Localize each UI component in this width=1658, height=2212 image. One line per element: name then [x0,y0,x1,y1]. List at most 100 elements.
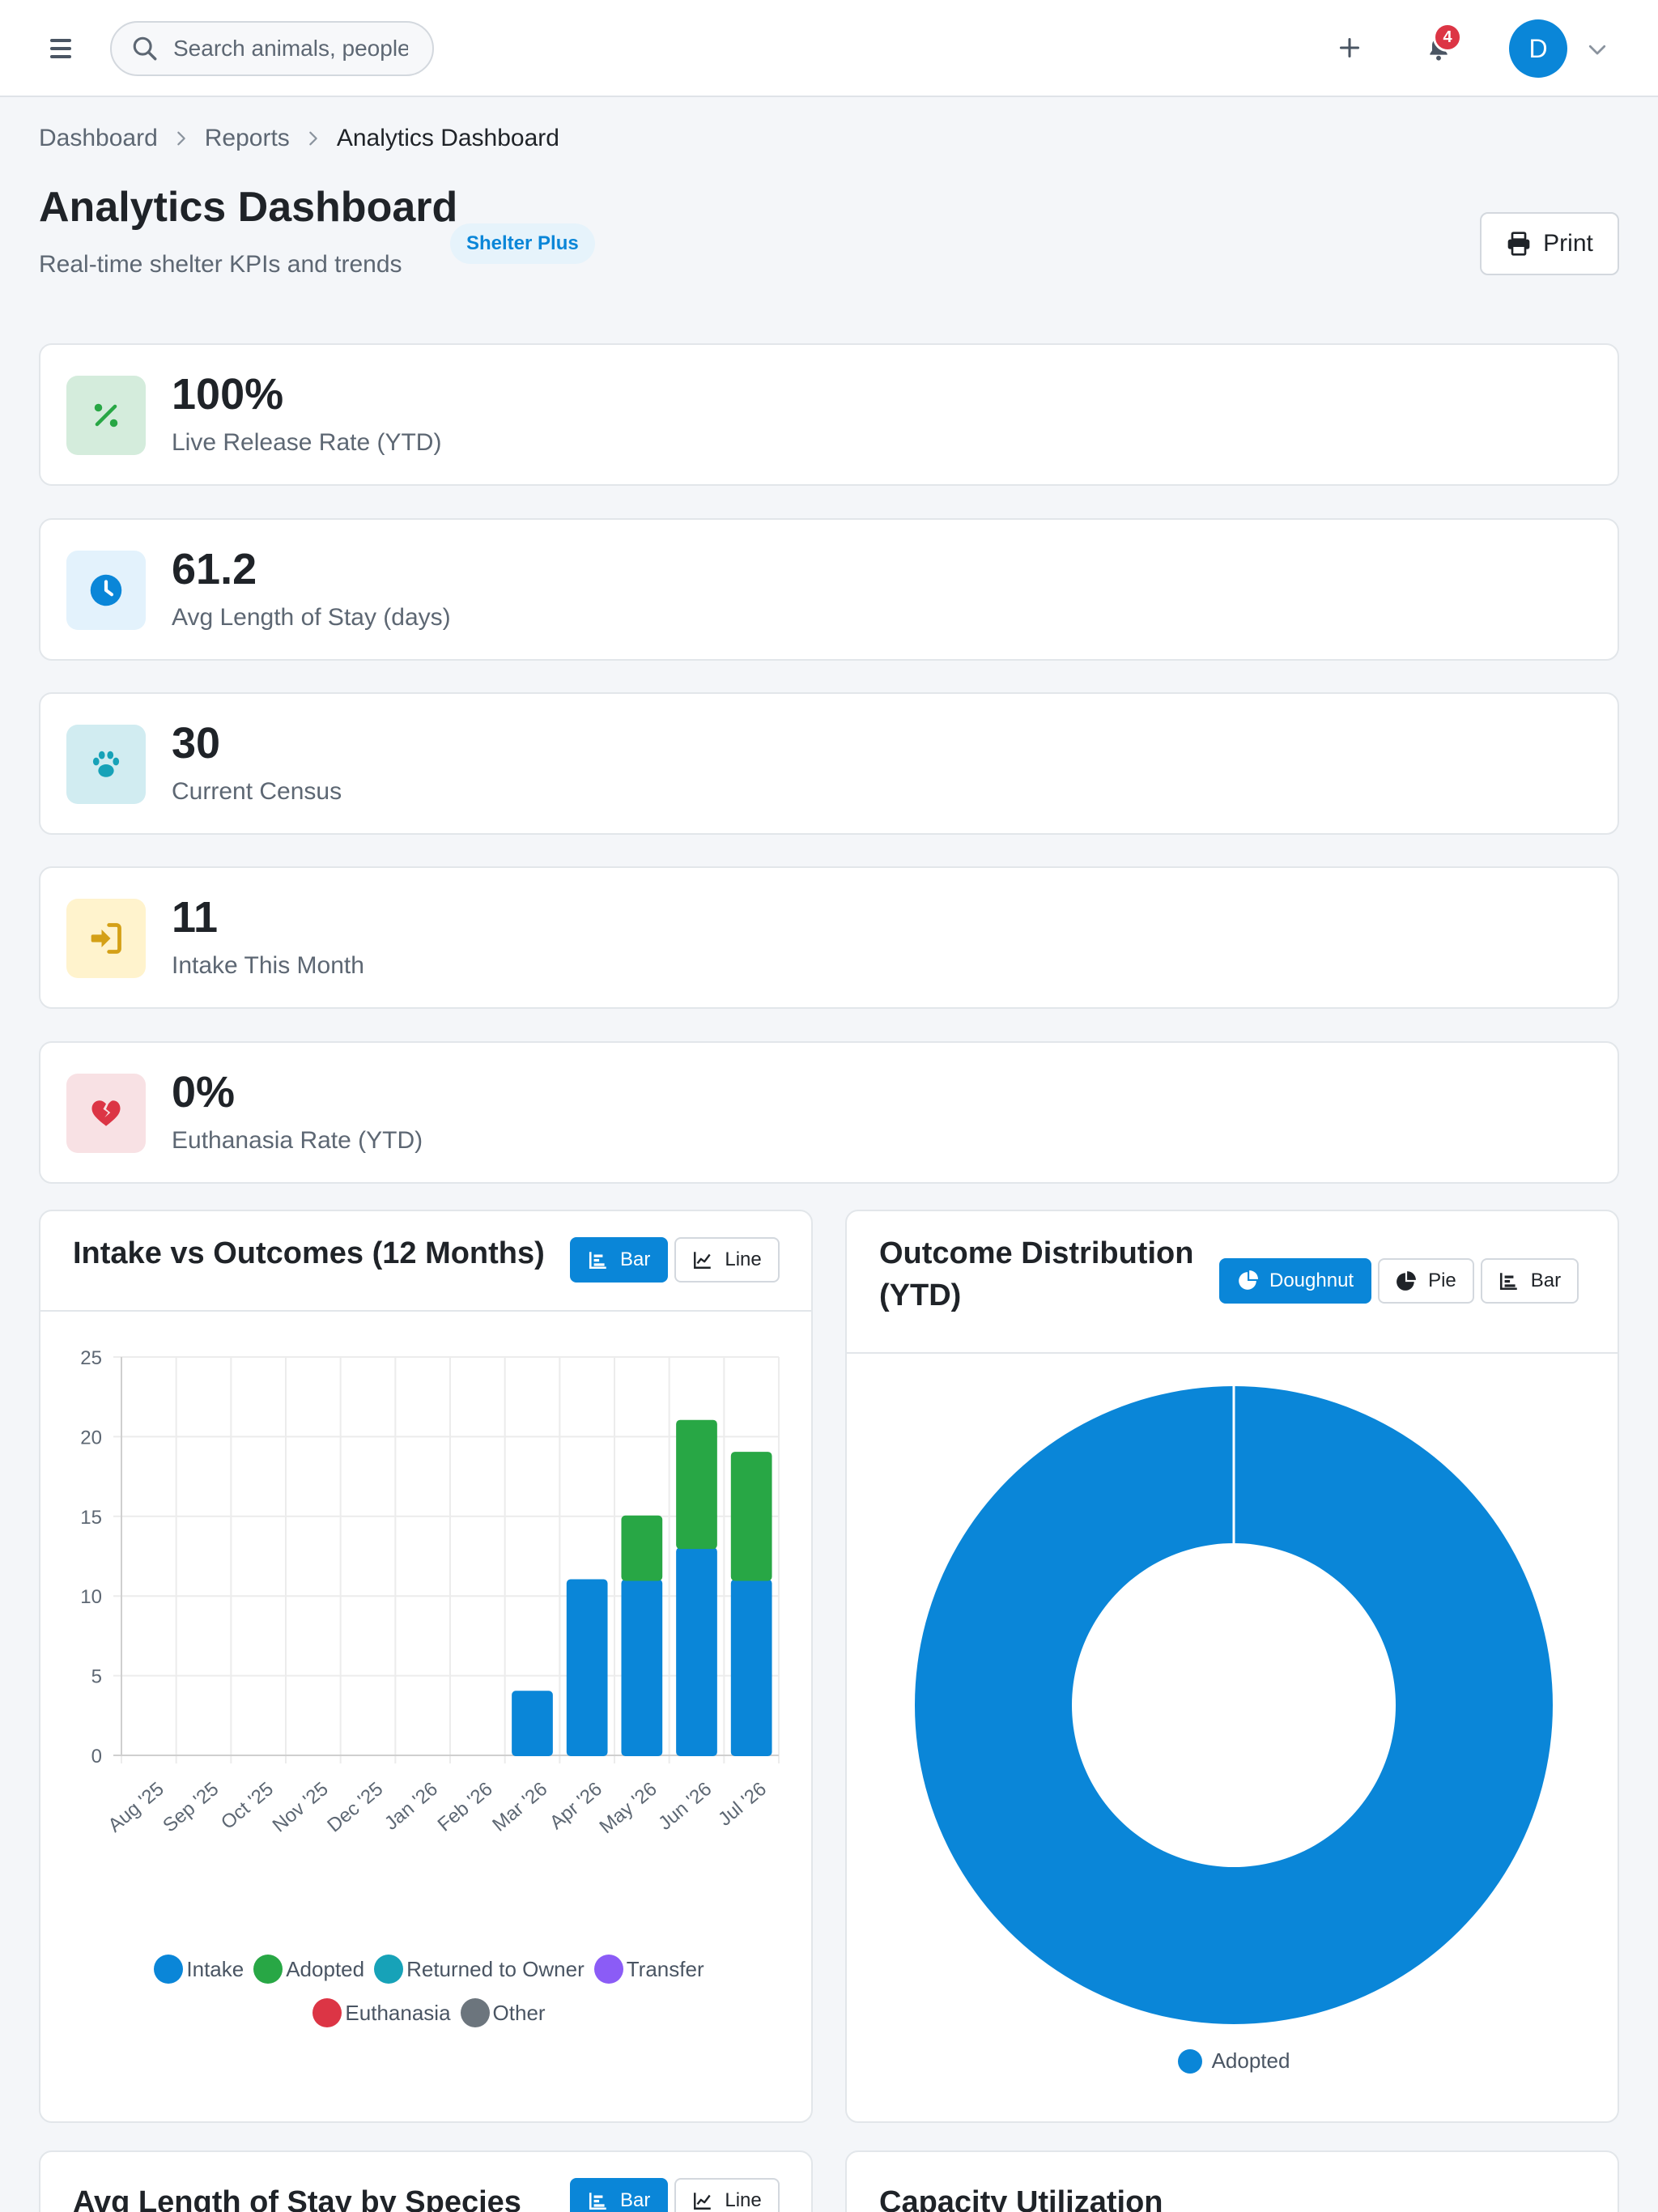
y-tick-label: 5 [91,1666,102,1688]
plan-badge: Shelter Plus [450,223,595,264]
legend-item[interactable]: Returned to Owner [374,1955,585,1984]
page-subtitle: Real-time shelter KPIs and trends [39,251,402,278]
bar-intake[interactable] [512,1691,553,1756]
chart-type-toggle: Doughnut Pie Bar [1219,1258,1579,1304]
pie-chart-icon [1397,1271,1417,1291]
legend-swatch [154,1955,184,1984]
slice-adopted[interactable] [914,1386,1553,2024]
bar-intake[interactable] [566,1579,608,1756]
card-title: Capacity Utilization [879,2185,1163,2212]
x-tick-label: Apr '26 [546,1778,606,1834]
bar-chart-icon [1499,1273,1517,1291]
kpi-value: 61.2 [172,545,257,593]
x-tick-label: Aug '25 [104,1778,168,1837]
capacity-utilization-card: Capacity Utilization [845,2150,1619,2212]
page-title: Analytics Dashboard [39,184,458,231]
x-tick-label: Sep '25 [159,1778,223,1837]
x-tick-label: Jul '26 [714,1778,771,1831]
kpi-label: Intake This Month [172,952,364,979]
x-tick-label: May '26 [596,1778,661,1838]
kpi-card-current-census: 30 Current Census [39,692,1619,835]
search-box[interactable] [110,21,434,76]
chart-legend: Intake Adopted Returned to Owner Transfer Eu… [89,1955,769,2042]
bar-chart-button[interactable]: Bar [570,2178,669,2212]
bar-adopted[interactable] [730,1452,772,1581]
bar-adopted[interactable] [621,1515,663,1581]
print-button[interactable]: Print [1480,212,1619,275]
kpi-value: 11 [172,893,219,942]
search-icon [133,36,157,61]
bar-chart-button[interactable]: Bar [570,1237,669,1283]
bar-chart-button[interactable]: Bar [1480,1258,1579,1304]
y-tick-label: 25 [80,1347,102,1369]
paw-icon [66,725,146,804]
top-bar: 4 D [0,0,1658,97]
line-button-label: Line [725,2189,762,2211]
x-tick-label: Mar '26 [488,1778,551,1836]
kpi-value: 0% [172,1068,236,1117]
doughnut-chart-button[interactable]: Doughnut [1219,1258,1372,1304]
legend-swatch [253,1955,283,1984]
card-divider [847,1352,1618,1354]
kpi-label: Euthanasia Rate (YTD) [172,1127,423,1154]
search-input[interactable] [173,36,408,62]
percent-icon [66,376,146,455]
kpi-card-avg-length-of-stay: 61.2 Avg Length of Stay (days) [39,518,1619,661]
legend-label: Other [492,2000,546,2025]
breadcrumb-dashboard[interactable]: Dashboard [39,125,158,151]
bar-chart-icon [589,1252,606,1270]
legend-swatch [593,1955,623,1984]
outcome-doughnut-chart [914,1386,1553,2024]
x-tick-label: Feb '26 [434,1778,497,1836]
pie-button-label: Pie [1428,1270,1456,1291]
kpi-card-euthanasia-rate: 0% Euthanasia Rate (YTD) [39,1041,1619,1184]
legend-label: Euthanasia [345,2000,451,2025]
legend-label: Transfer [626,1956,704,1981]
bar-chart-icon [589,2193,606,2210]
bar-button-label: Bar [1530,1270,1562,1291]
printer-icon [1507,232,1530,256]
line-button-label: Line [725,1249,762,1270]
legend-item[interactable]: Intake [154,1955,244,1984]
legend-item[interactable]: Other [460,1998,546,2027]
chart-type-toggle: Bar Line [570,2178,780,2212]
legend-label: Returned to Owner [406,1956,585,1981]
legend-label: Adopted [1211,2048,1290,2073]
doughnut-button-label: Doughnut [1269,1270,1354,1291]
bar-intake[interactable] [676,1547,717,1756]
x-tick-label: Jun '26 [654,1778,716,1835]
add-button[interactable] [1329,28,1370,68]
legend-item[interactable]: Adopted [1177,2048,1290,2074]
intake-outcomes-card: Intake vs Outcomes (12 Months) Bar Line … [39,1210,813,2123]
kpi-card-live-release: 100% Live Release Rate (YTD) [39,343,1619,486]
legend-item[interactable]: Transfer [593,1955,704,1984]
bar-adopted[interactable] [676,1419,717,1550]
line-chart-button[interactable]: Line [674,2178,780,2212]
chart-legend: Adopted [847,2048,1618,2088]
clock-icon [66,551,146,630]
avatar[interactable]: D [1509,19,1567,78]
plus-icon [1339,37,1360,58]
legend-label: Adopted [286,1956,365,1981]
bar-intake[interactable] [621,1579,663,1756]
length-of-stay-card: Avg Length of Stay by Species Bar Line [39,2150,813,2212]
kpi-value: 100% [172,370,284,419]
kpi-value: 30 [172,719,221,768]
kpi-label: Current Census [172,778,342,805]
line-chart-icon [694,1252,712,1269]
legend-item[interactable]: Euthanasia [312,1998,451,2027]
menu-icon[interactable] [47,34,74,63]
bar-button-label: Bar [620,1249,651,1270]
legend-swatch [1177,2048,1202,2074]
legend-item[interactable]: Adopted [253,1955,364,1984]
y-tick-label: 0 [91,1746,102,1767]
bar-intake[interactable] [730,1579,772,1756]
broken-heart-icon [66,1074,146,1153]
pie-chart-button[interactable]: Pie [1378,1258,1474,1304]
chart-type-toggle: Bar Line [570,1237,780,1283]
line-chart-button[interactable]: Line [674,1237,780,1283]
chevron-down-icon[interactable] [1585,37,1609,62]
sign-in-icon [66,899,146,978]
breadcrumb-reports[interactable]: Reports [204,125,290,151]
x-tick-label: Jan '26 [380,1778,442,1835]
